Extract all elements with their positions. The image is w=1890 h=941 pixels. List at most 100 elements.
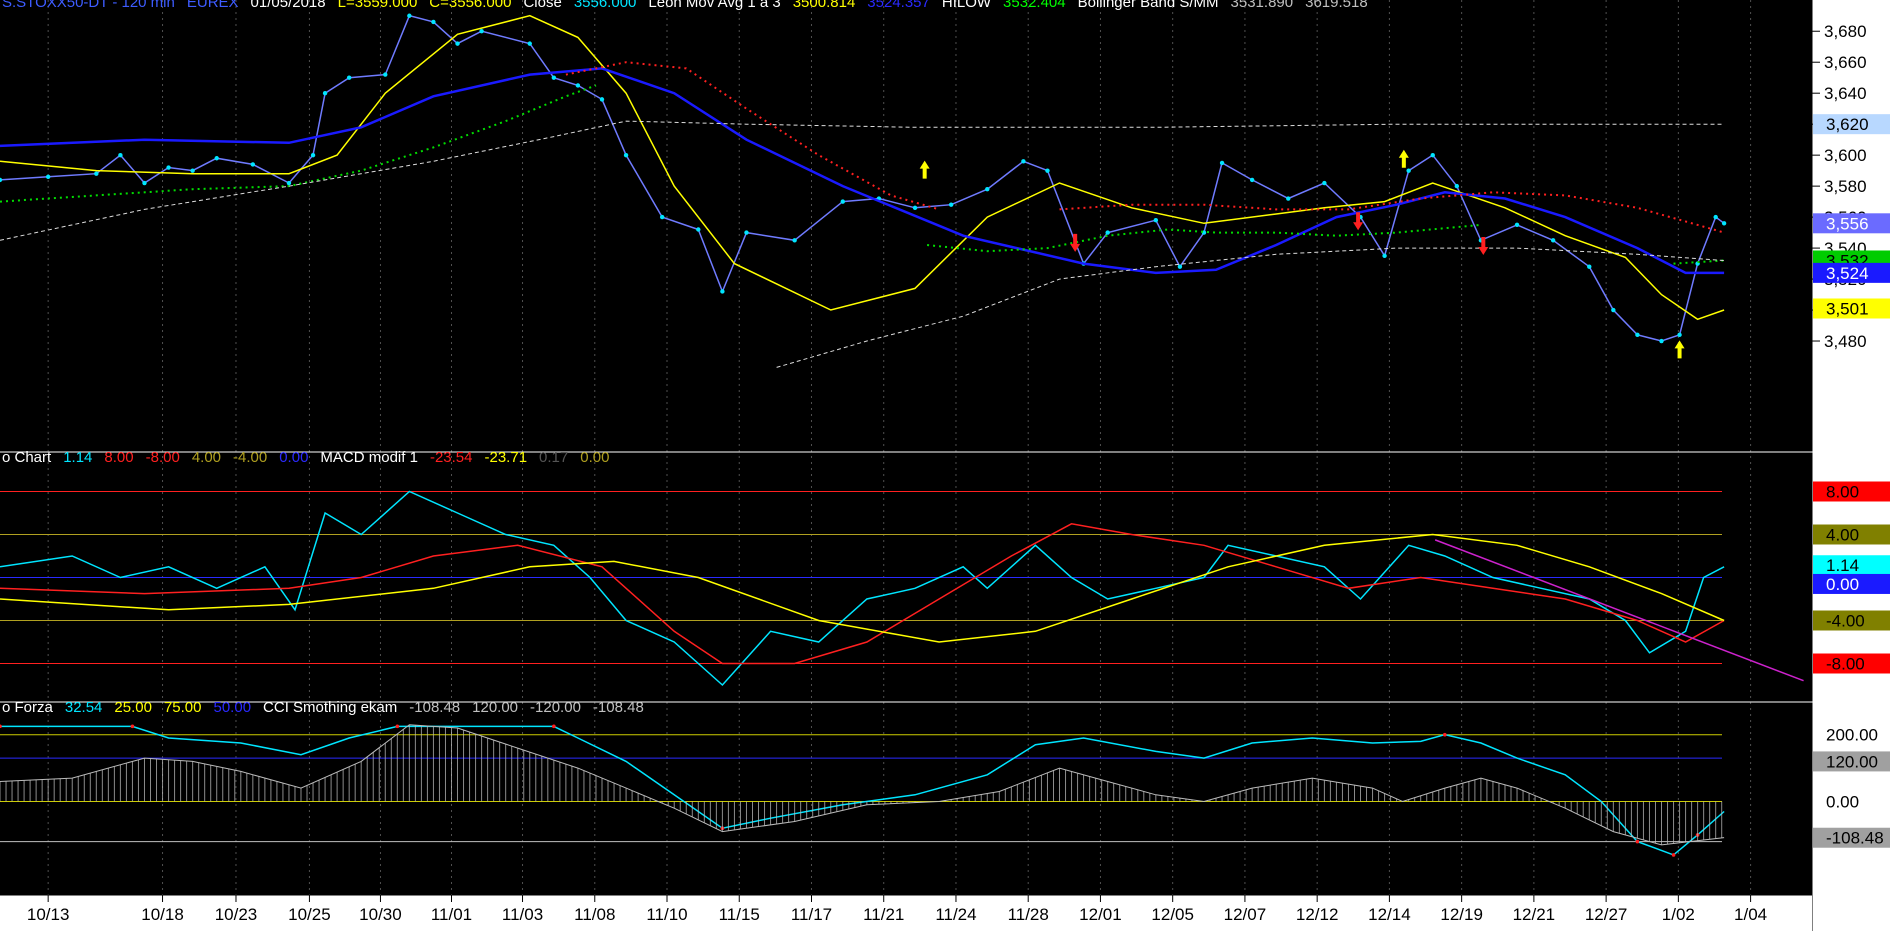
right-axis-labels: 3,4803,5003,5203,5403,5603,5803,6003,620… xyxy=(1812,22,1890,848)
price-legend: S.STOXX50-DT - 120 min EUREX 01/05/2018 L=3… xyxy=(2,0,1380,11)
legend-entry: 25.00 xyxy=(114,699,152,716)
close-point xyxy=(1045,168,1050,173)
cci-legend: o Forza 32.54 25.00 75.00 50.00 CCI Smothing … xyxy=(2,699,656,716)
legend-entry: 0.00 xyxy=(580,449,610,466)
legend-entry: CCI Smothing ekam xyxy=(263,699,398,716)
legend-entry: 1.14 xyxy=(63,449,93,466)
close-point xyxy=(659,214,665,220)
close-point xyxy=(527,41,532,46)
close-point xyxy=(1514,222,1520,228)
close-point xyxy=(166,165,171,170)
close-line xyxy=(0,14,1725,342)
close-point xyxy=(1322,180,1327,186)
close-point xyxy=(912,205,918,211)
legend-entry: HILOW xyxy=(941,0,992,11)
value-badge-label: 3,620 xyxy=(1826,115,1869,134)
close-point xyxy=(310,152,316,158)
value-badge-label: -108.48 xyxy=(1826,829,1884,848)
x-tick-label: 11/03 xyxy=(502,905,543,924)
close-point xyxy=(1721,221,1727,226)
trendline xyxy=(1434,539,1804,682)
value-badge xyxy=(1813,827,1890,848)
hilow-line xyxy=(0,84,597,203)
close-point xyxy=(1550,238,1556,243)
close-point xyxy=(407,13,412,18)
value-badge-label: 3,556 xyxy=(1826,214,1869,233)
close-point xyxy=(214,156,219,161)
x-tick-label: 12/27 xyxy=(1585,905,1628,924)
legend-entry: 3524.357 xyxy=(867,0,930,11)
legend-entry: -23.54 xyxy=(429,449,473,466)
x-tick-label: 11/01 xyxy=(431,905,472,924)
legend-entry: 01/05/2018 xyxy=(250,0,326,11)
hilow-line xyxy=(1673,259,1725,265)
sell-arrow xyxy=(1353,212,1364,231)
legend-entry: 3531.890 xyxy=(1230,0,1294,11)
close-point xyxy=(840,199,845,204)
close-point xyxy=(1177,264,1183,269)
close-point xyxy=(94,171,99,176)
y-tick-label: 3,600 xyxy=(1824,146,1867,165)
legend-entry: 50.00 xyxy=(213,699,252,716)
close-point xyxy=(1635,332,1640,338)
y-tick-label: 3,640 xyxy=(1824,84,1867,103)
close-point xyxy=(45,174,51,180)
close-point xyxy=(623,152,629,158)
legend-entry: o Chart xyxy=(2,449,52,466)
y-tick-label: 3,660 xyxy=(1824,53,1867,72)
close-point xyxy=(1021,159,1026,164)
close-point xyxy=(118,152,123,158)
x-tick-label: 11/28 xyxy=(1008,905,1049,924)
value-badge xyxy=(1813,555,1890,576)
legend-entry: 0.00 xyxy=(279,449,309,466)
value-badge xyxy=(1813,724,1890,745)
x-tick-label: 10/25 xyxy=(288,905,331,924)
buy-arrow xyxy=(1674,340,1685,359)
legend-entry: -120.00 xyxy=(530,699,581,716)
close-point xyxy=(1713,214,1718,220)
close-point xyxy=(1659,338,1664,344)
right-axis[interactable] xyxy=(1812,0,1890,941)
value-badge-label: -4.00 xyxy=(1826,612,1865,631)
legend-entry: 4.00 xyxy=(191,449,222,466)
forza-extreme-point xyxy=(0,724,2,729)
slow-ma-line xyxy=(0,67,1725,275)
close-point xyxy=(551,75,557,80)
close-point xyxy=(720,289,725,294)
cci-panel[interactable] xyxy=(0,724,1725,857)
close-point xyxy=(322,90,328,96)
x-tick-label: 11/17 xyxy=(791,905,832,924)
legend-entry: L=3559.000 xyxy=(337,0,418,11)
forza-extreme-point xyxy=(552,724,556,729)
legend-entry: 75.00 xyxy=(163,699,202,716)
y-tick-label: 3,480 xyxy=(1824,332,1867,351)
value-badge xyxy=(1813,573,1890,594)
legend-entry: Close xyxy=(523,0,562,11)
x-tick-label: 11/21 xyxy=(863,905,904,924)
value-badge-label: 1.14 xyxy=(1826,556,1859,575)
legend-entry: S.STOXX50-DT - 120 min xyxy=(2,0,175,11)
price-panel[interactable] xyxy=(0,13,1727,368)
time-axis[interactable] xyxy=(0,895,1812,931)
close-point xyxy=(479,29,484,34)
x-tick-label: 1/02 xyxy=(1662,905,1695,924)
close-point xyxy=(1611,307,1616,313)
macd-panel[interactable] xyxy=(0,490,1804,687)
sell-arrow xyxy=(1070,233,1081,252)
x-tick-label: 10/18 xyxy=(141,905,184,924)
forza-extreme-point xyxy=(1442,732,1447,737)
forza-line xyxy=(0,725,1725,856)
legend-entry: 120.00 xyxy=(472,699,519,716)
close-point xyxy=(346,75,352,80)
dotted-ma-line xyxy=(1059,191,1725,234)
value-badge xyxy=(1813,262,1890,283)
close-point xyxy=(1286,196,1291,201)
forza-extreme-point xyxy=(130,724,135,729)
x-tick-label: 11/15 xyxy=(719,905,760,924)
macd-legend: o Chart 1.14 8.00 -8.00 4.00 -4.00 0.00 MACD mo… xyxy=(2,449,621,466)
close-point xyxy=(1382,253,1387,259)
value-badge xyxy=(1813,610,1890,631)
close-point xyxy=(1153,218,1159,223)
legend-entry: -4.00 xyxy=(233,449,268,466)
